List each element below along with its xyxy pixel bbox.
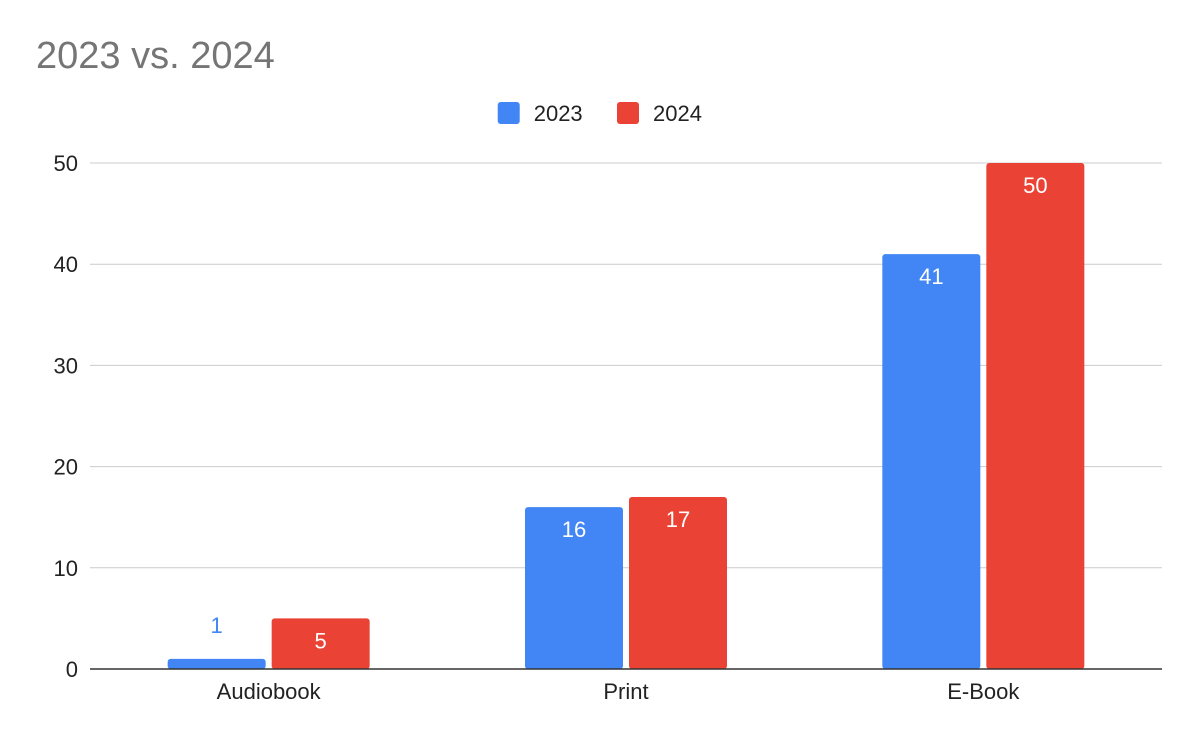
y-axis: 0 10 20 30 40 50 <box>54 151 78 682</box>
data-label: 1 <box>211 613 223 638</box>
x-tick-label: Audiobook <box>217 679 322 704</box>
bars <box>167 163 1085 669</box>
y-tick-label: 10 <box>54 556 78 581</box>
x-tick-label: Print <box>603 679 648 704</box>
legend-swatch <box>617 102 639 124</box>
bar-e-book-2023[interactable] <box>882 254 981 669</box>
chart-title: 2023 vs. 2024 <box>36 35 275 77</box>
legend-label: 2024 <box>653 101 702 126</box>
gridlines <box>90 162 1162 569</box>
x-axis: Audiobook Print E-Book <box>90 668 1162 704</box>
y-tick-label: 0 <box>66 657 78 682</box>
legend[interactable]: 2023 2024 <box>497 101 702 126</box>
data-label: 17 <box>666 507 690 532</box>
data-label: 50 <box>1023 173 1047 198</box>
data-label: 16 <box>562 517 586 542</box>
legend-item-2023[interactable]: 2023 <box>497 101 583 126</box>
legend-item-2024[interactable]: 2024 <box>617 101 702 126</box>
legend-label: 2023 <box>534 101 583 126</box>
y-tick-label: 20 <box>54 455 78 480</box>
bar-audiobook-2024[interactable] <box>271 618 370 669</box>
bar-audiobook-2023[interactable] <box>167 658 266 669</box>
bar-print-2023[interactable] <box>525 507 623 669</box>
bar-print-2024[interactable] <box>629 496 727 669</box>
data-label: 41 <box>919 264 943 289</box>
x-tick-label: E-Book <box>947 679 1020 704</box>
legend-swatch <box>497 102 520 124</box>
y-tick-label: 30 <box>54 353 78 378</box>
y-tick-label: 40 <box>54 252 78 277</box>
data-label: 5 <box>315 628 327 653</box>
bar-e-book-2024[interactable] <box>986 163 1085 669</box>
y-tick-label: 50 <box>54 151 78 176</box>
